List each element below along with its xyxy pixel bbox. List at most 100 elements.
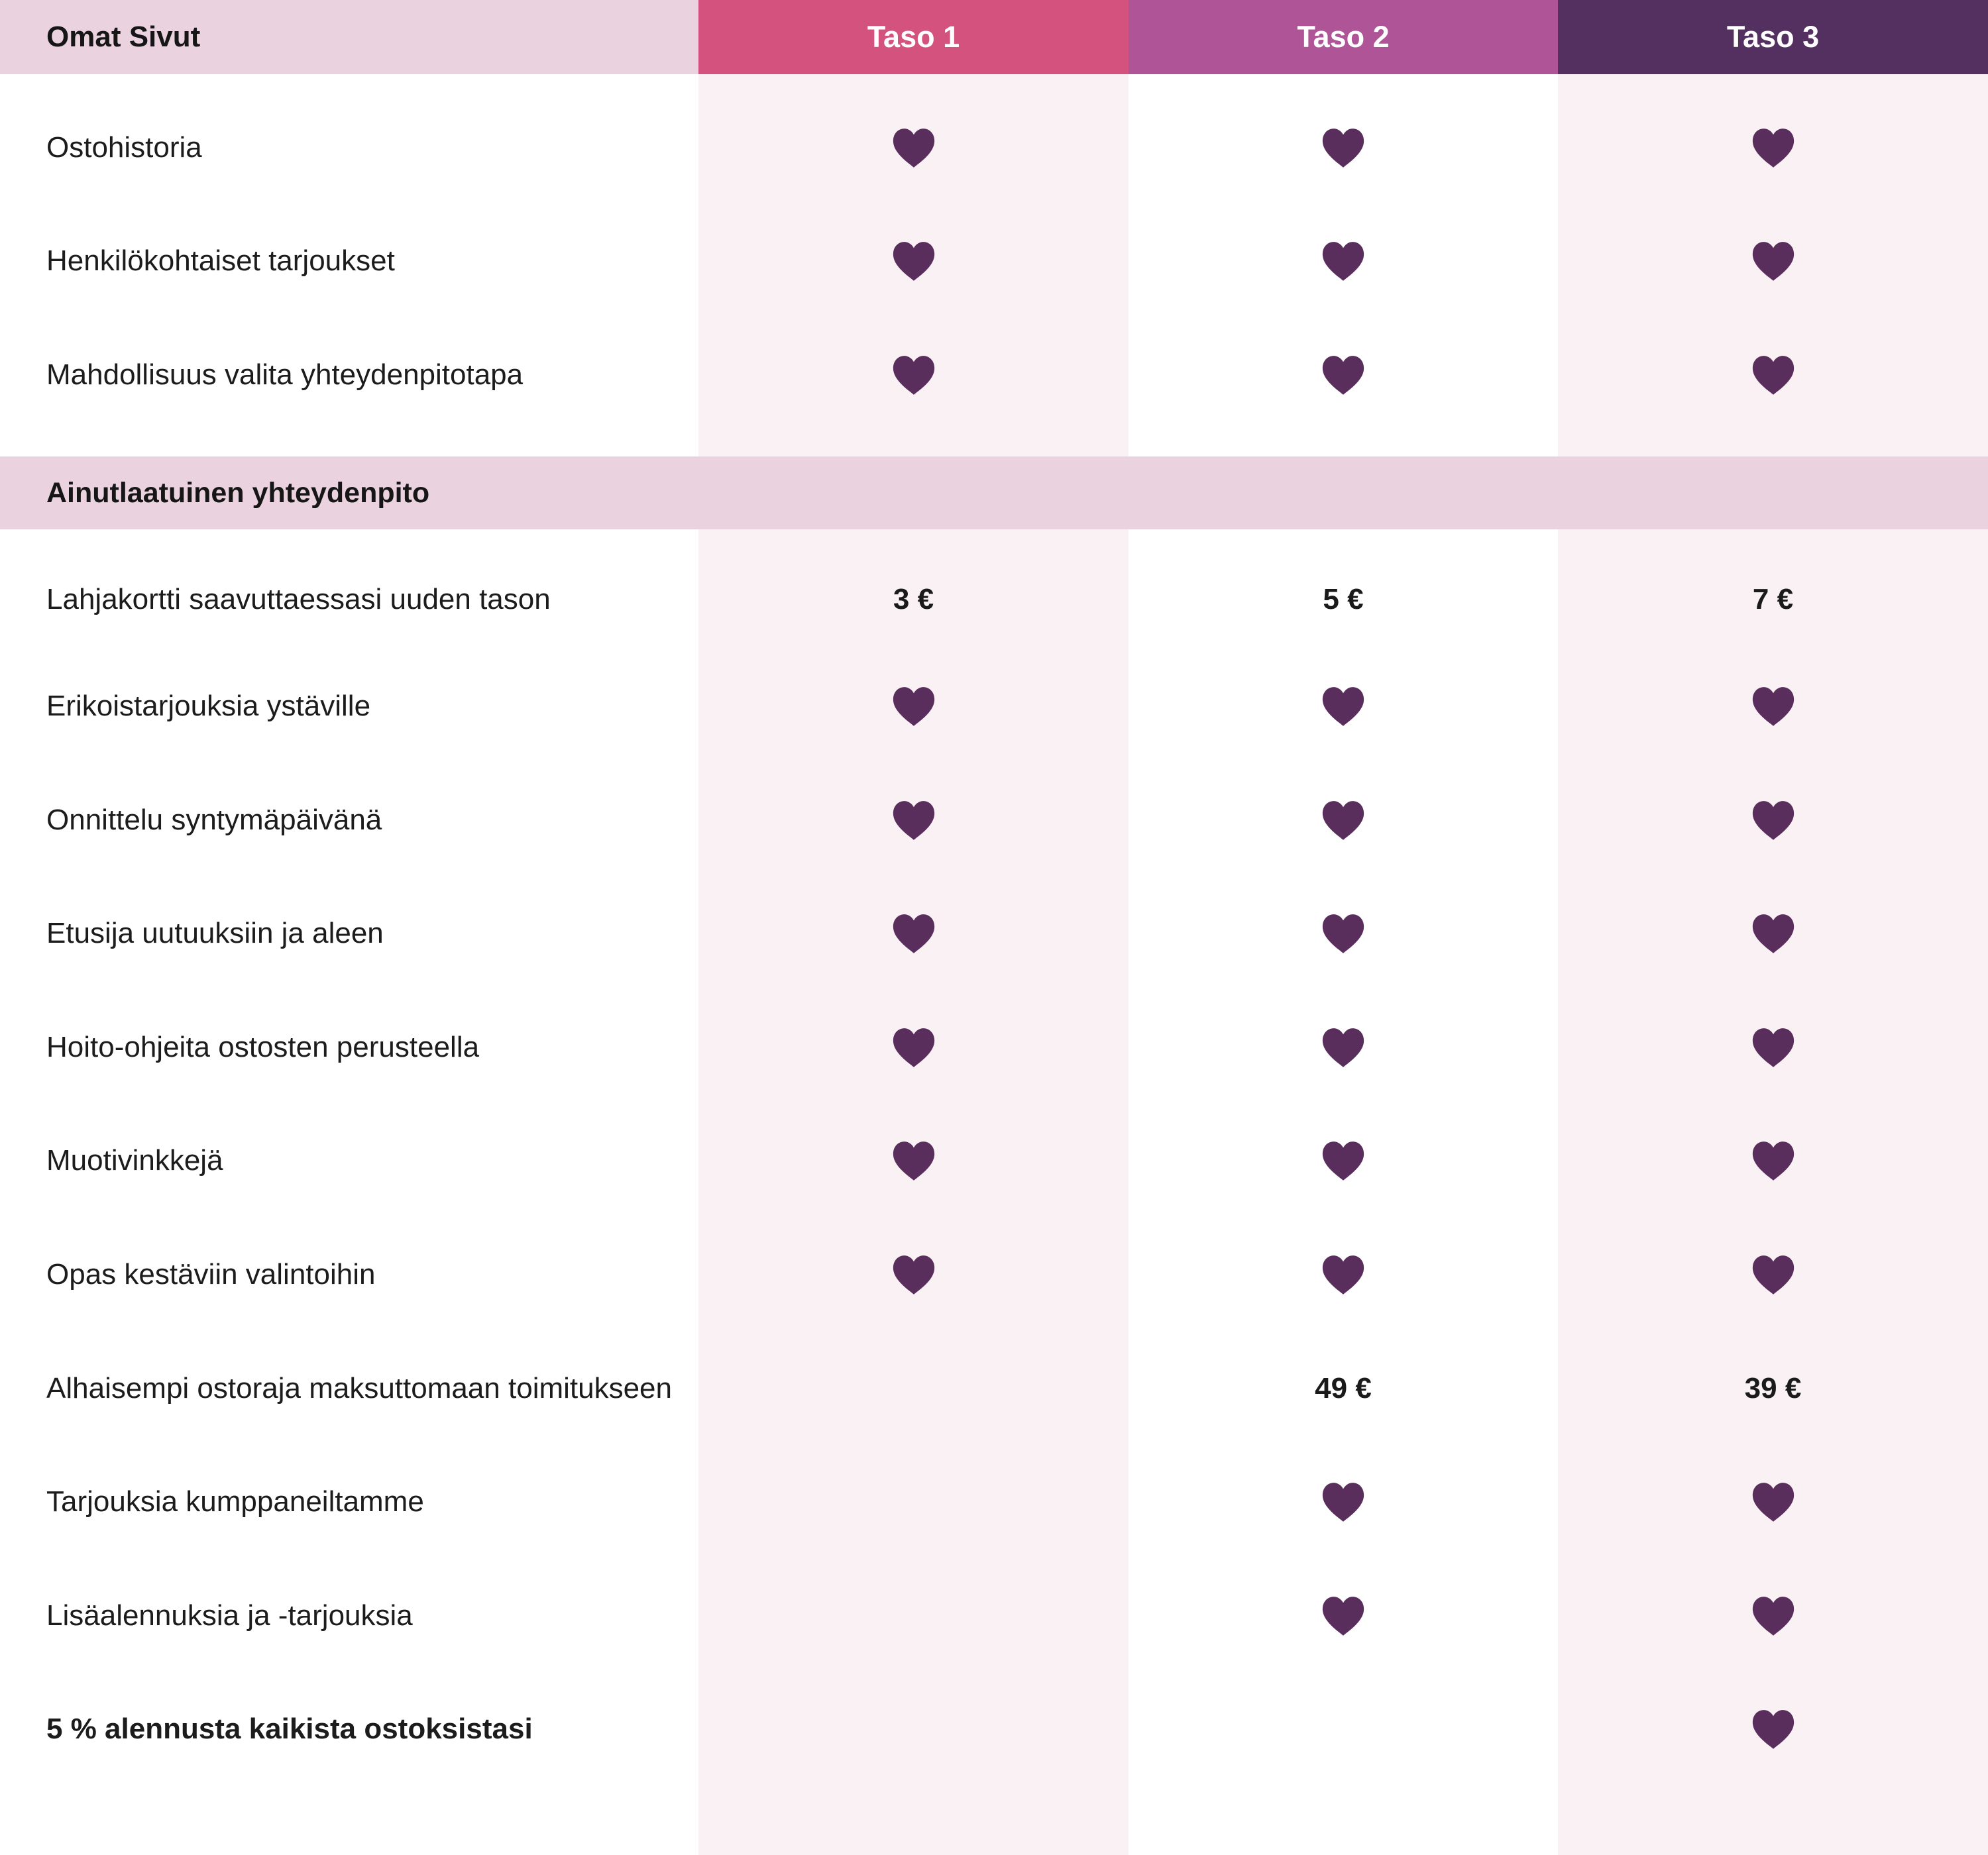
tier3-cell (1558, 1232, 1988, 1318)
table-row: Tarjouksia kumppaneiltamme (0, 1459, 1988, 1545)
heart-icon (1322, 1141, 1364, 1181)
table-row: Erikoistarjouksia ystäville (0, 663, 1988, 749)
row-label-cell: Lisäalennuksia ja -tarjouksia (0, 1573, 698, 1659)
table-row: Hoito-ohjeita ostosten perusteella (0, 1004, 1988, 1090)
heart-icon (893, 129, 934, 168)
tier3-header: Taso 3 (1558, 0, 1988, 74)
tier3-cell (1558, 1459, 1988, 1545)
tier1-cell (698, 1573, 1129, 1659)
tier3-cell: 39 € (1558, 1346, 1988, 1432)
row-label-cell: Lahjakortti saavuttaessasi uuden tason (0, 556, 698, 643)
tier3-cell (1558, 218, 1988, 304)
tier2-value: 5 € (1323, 583, 1364, 615)
tier3-cell (1558, 1118, 1988, 1204)
row-label-cell: Henkilökohtaiset tarjoukset (0, 218, 698, 304)
tier3-value: 7 € (1752, 583, 1794, 615)
heart-icon (1322, 687, 1364, 726)
row-label: Lisäalennuksia ja -tarjouksia (46, 1599, 413, 1632)
tier3-cell (1558, 332, 1988, 418)
tier2-cell (1129, 777, 1558, 863)
tier1-cell (698, 890, 1129, 977)
row-label: Onnittelu syntymäpäivänä (46, 804, 382, 836)
row-label-cell: Opas kestäviin valintoihin (0, 1232, 698, 1318)
tier2-cell (1129, 1232, 1558, 1318)
tier1-cell: 3 € (698, 556, 1129, 643)
tier1-cell (698, 1232, 1129, 1318)
heart-icon (893, 1141, 934, 1181)
row-label-cell: Onnittelu syntymäpäivänä (0, 777, 698, 863)
header-title: Omat Sivut (0, 0, 698, 74)
heart-icon (1752, 1710, 1794, 1749)
heart-icon (1752, 129, 1794, 168)
row-label: Alhaisempi ostoraja maksuttomaan toimitu… (46, 1372, 673, 1404)
section-header: Ainutlaatuinen yhteydenpito (0, 456, 1988, 529)
heart-icon (1322, 801, 1364, 840)
tier2-cell (1129, 1118, 1558, 1204)
row-label: Etusija uutuuksiin ja aleen (46, 917, 384, 949)
tier1-cell (698, 332, 1129, 418)
tier1-cell (698, 105, 1129, 191)
table-row: Etusija uutuuksiin ja aleen (0, 890, 1988, 977)
row-label-cell: 5 % alennusta kaikista ostoksistasi (0, 1686, 698, 1772)
table-row: Opas kestäviin valintoihin (0, 1232, 1988, 1318)
tier3-cell (1558, 890, 1988, 977)
table-row: Muotivinkkejä (0, 1118, 1988, 1204)
row-label: Mahdollisuus valita yhteydenpitotapa (46, 358, 524, 391)
row-label-cell: Hoito-ohjeita ostosten perusteella (0, 1004, 698, 1090)
tier3-value: 39 € (1744, 1372, 1802, 1404)
tier2-cell (1129, 890, 1558, 977)
tier1-cell (698, 663, 1129, 749)
heart-icon (1752, 1028, 1794, 1067)
heart-icon (1752, 1141, 1794, 1181)
tier1-cell (698, 1004, 1129, 1090)
row-label-cell: Tarjouksia kumppaneiltamme (0, 1459, 698, 1545)
row-label: Tarjouksia kumppaneiltamme (46, 1485, 424, 1518)
heart-icon (893, 1255, 934, 1295)
tier2-cell: 49 € (1129, 1346, 1558, 1432)
heart-icon (1322, 914, 1364, 953)
section-title: Ainutlaatuinen yhteydenpito (46, 476, 430, 509)
row-label-cell: Etusija uutuuksiin ja aleen (0, 890, 698, 977)
tier2-cell: 5 € (1129, 556, 1558, 643)
tier3-cell (1558, 1573, 1988, 1659)
tier2-cell (1129, 218, 1558, 304)
tier1-cell (698, 777, 1129, 863)
tier2-cell (1129, 332, 1558, 418)
row-label: Henkilökohtaiset tarjoukset (46, 244, 395, 277)
heart-icon (893, 914, 934, 953)
heart-icon (1752, 801, 1794, 840)
row-label: Erikoistarjouksia ystäville (46, 690, 371, 722)
tier2-cell (1129, 1004, 1558, 1090)
tier3-cell (1558, 1686, 1988, 1772)
row-label-cell: Ostohistoria (0, 105, 698, 191)
row-label: Opas kestäviin valintoihin (46, 1258, 376, 1291)
tier2-value: 49 € (1315, 1372, 1372, 1404)
row-label: 5 % alennusta kaikista ostoksistasi (46, 1713, 533, 1745)
row-label-cell: Mahdollisuus valita yhteydenpitotapa (0, 332, 698, 418)
heart-icon (1752, 687, 1794, 726)
heart-icon (893, 801, 934, 840)
tier1-cell (698, 1346, 1129, 1432)
table-row: Mahdollisuus valita yhteydenpitotapa (0, 332, 1988, 418)
tier1-header: Taso 1 (698, 0, 1129, 74)
heart-icon (1752, 1255, 1794, 1295)
table-row: Henkilökohtaiset tarjoukset (0, 218, 1988, 304)
heart-icon (1752, 1483, 1794, 1522)
row-label: Muotivinkkejä (46, 1144, 223, 1177)
heart-icon (1322, 1028, 1364, 1067)
row-label-cell: Alhaisempi ostoraja maksuttomaan toimitu… (0, 1346, 698, 1432)
heart-icon (1752, 242, 1794, 281)
table-row: Lahjakortti saavuttaessasi uuden tason 3 … (0, 556, 1988, 643)
row-label: Hoito-ohjeita ostosten perusteella (46, 1031, 480, 1063)
heart-icon (1322, 1483, 1364, 1522)
heart-icon (893, 242, 934, 281)
tier2-label: Taso 2 (1297, 20, 1390, 54)
table-header: Omat Sivut Taso 1 Taso 2 Taso 3 (0, 0, 1988, 74)
table-row: Alhaisempi ostoraja maksuttomaan toimitu… (0, 1346, 1988, 1432)
heart-icon (1322, 356, 1364, 395)
heart-icon (1322, 1597, 1364, 1636)
row-label-cell: Muotivinkkejä (0, 1118, 698, 1204)
table-row: Onnittelu syntymäpäivänä (0, 777, 1988, 863)
tier1-cell (698, 1459, 1129, 1545)
